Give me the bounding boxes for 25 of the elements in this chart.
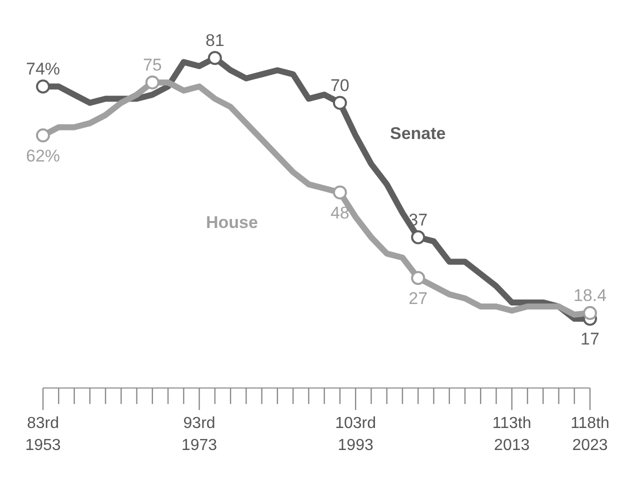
series-label: Senate [390, 124, 446, 144]
data-label: 70 [330, 76, 350, 95]
data-label: 81 [205, 31, 224, 50]
data-label: 62% [26, 146, 60, 166]
point [332, 96, 347, 110]
data-label: 27 [408, 289, 428, 308]
data-label: 48 [330, 203, 350, 222]
x-tick-label: 83rd 1953 [25, 415, 61, 454]
x-tick-label: 93rd 1973 [181, 415, 218, 454]
point [411, 271, 426, 285]
x-tick-label: 103rd 1993 [335, 415, 376, 454]
x-tick-label: 113th 2013 [492, 415, 532, 454]
point [36, 128, 50, 142]
text: House [206, 213, 258, 233]
data-label: 18.4 [573, 286, 607, 306]
point [411, 230, 426, 244]
point [208, 51, 222, 65]
point [332, 185, 347, 200]
data-label: 74% [26, 60, 60, 79]
data-label: 75 [142, 55, 162, 74]
x-tick-label: 118th 2023 [570, 415, 610, 454]
point [145, 75, 160, 90]
point [583, 306, 597, 320]
point [36, 80, 50, 94]
data-label: 17 [580, 330, 600, 349]
